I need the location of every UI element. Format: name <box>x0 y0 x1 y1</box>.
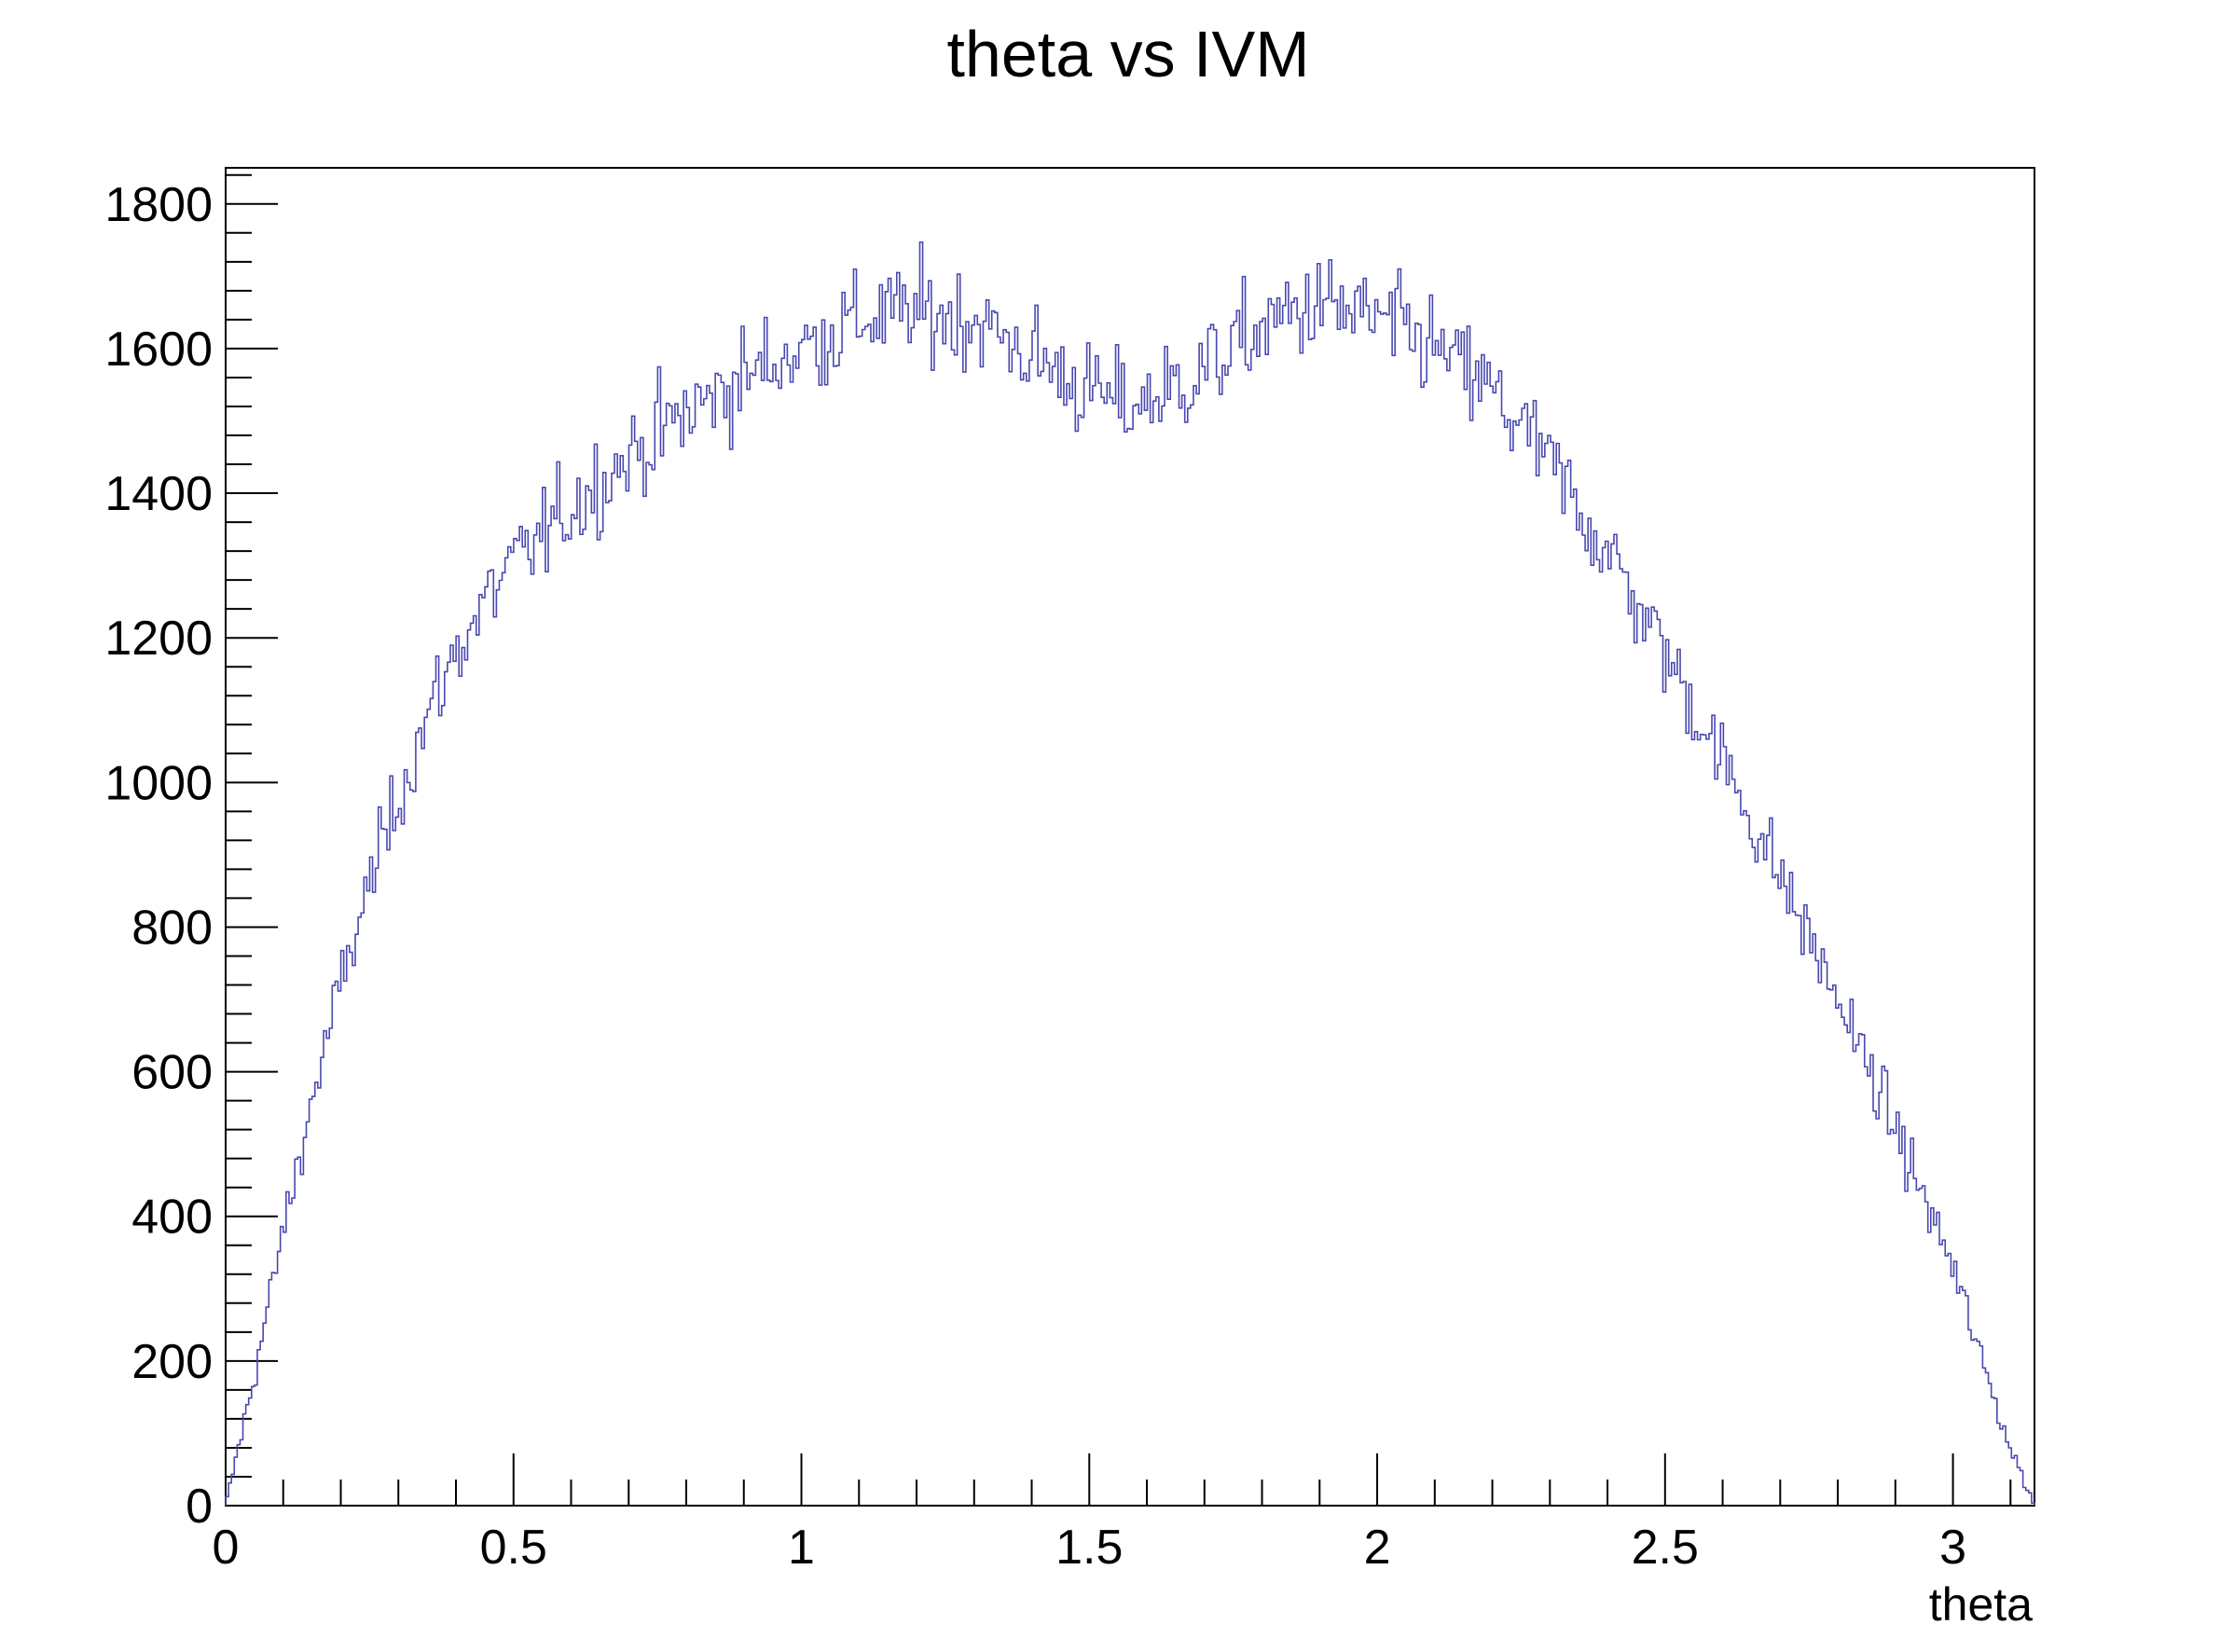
y-tick-label: 1200 <box>104 612 213 666</box>
x-tick-label: 2.5 <box>1632 1521 1699 1575</box>
y-tick-label: 0 <box>186 1480 213 1534</box>
y-tick-label: 800 <box>131 901 213 955</box>
x-tick-label: 3 <box>1939 1521 1966 1575</box>
y-axis: 0 200 400 600 800 1000 1200 1400 1600 1800 <box>104 173 278 1534</box>
x-tick-label: 1.5 <box>1055 1521 1123 1575</box>
x-tick-label: 0.5 <box>480 1521 547 1575</box>
y-tick-label: 1600 <box>104 323 213 377</box>
x-axis-title: theta <box>1929 1578 2033 1631</box>
x-axis: 0 0.5 1 1.5 2 2.5 3 <box>213 1453 2012 1575</box>
y-tick-label: 200 <box>131 1335 213 1389</box>
y-tick-label: 600 <box>131 1046 213 1100</box>
histogram-series <box>225 241 2035 1506</box>
y-tick-label: 1400 <box>104 467 213 521</box>
x-tick-label: 0 <box>213 1521 240 1575</box>
y-tick-label: 400 <box>131 1191 213 1245</box>
chart-title: theta vs IVM <box>946 18 1309 90</box>
x-tick-label: 2 <box>1364 1521 1391 1575</box>
plot-frame <box>225 167 2035 1507</box>
y-tick-label: 1000 <box>104 756 213 810</box>
x-tick-label: 1 <box>788 1521 815 1575</box>
y-tick-label: 1800 <box>104 178 213 232</box>
